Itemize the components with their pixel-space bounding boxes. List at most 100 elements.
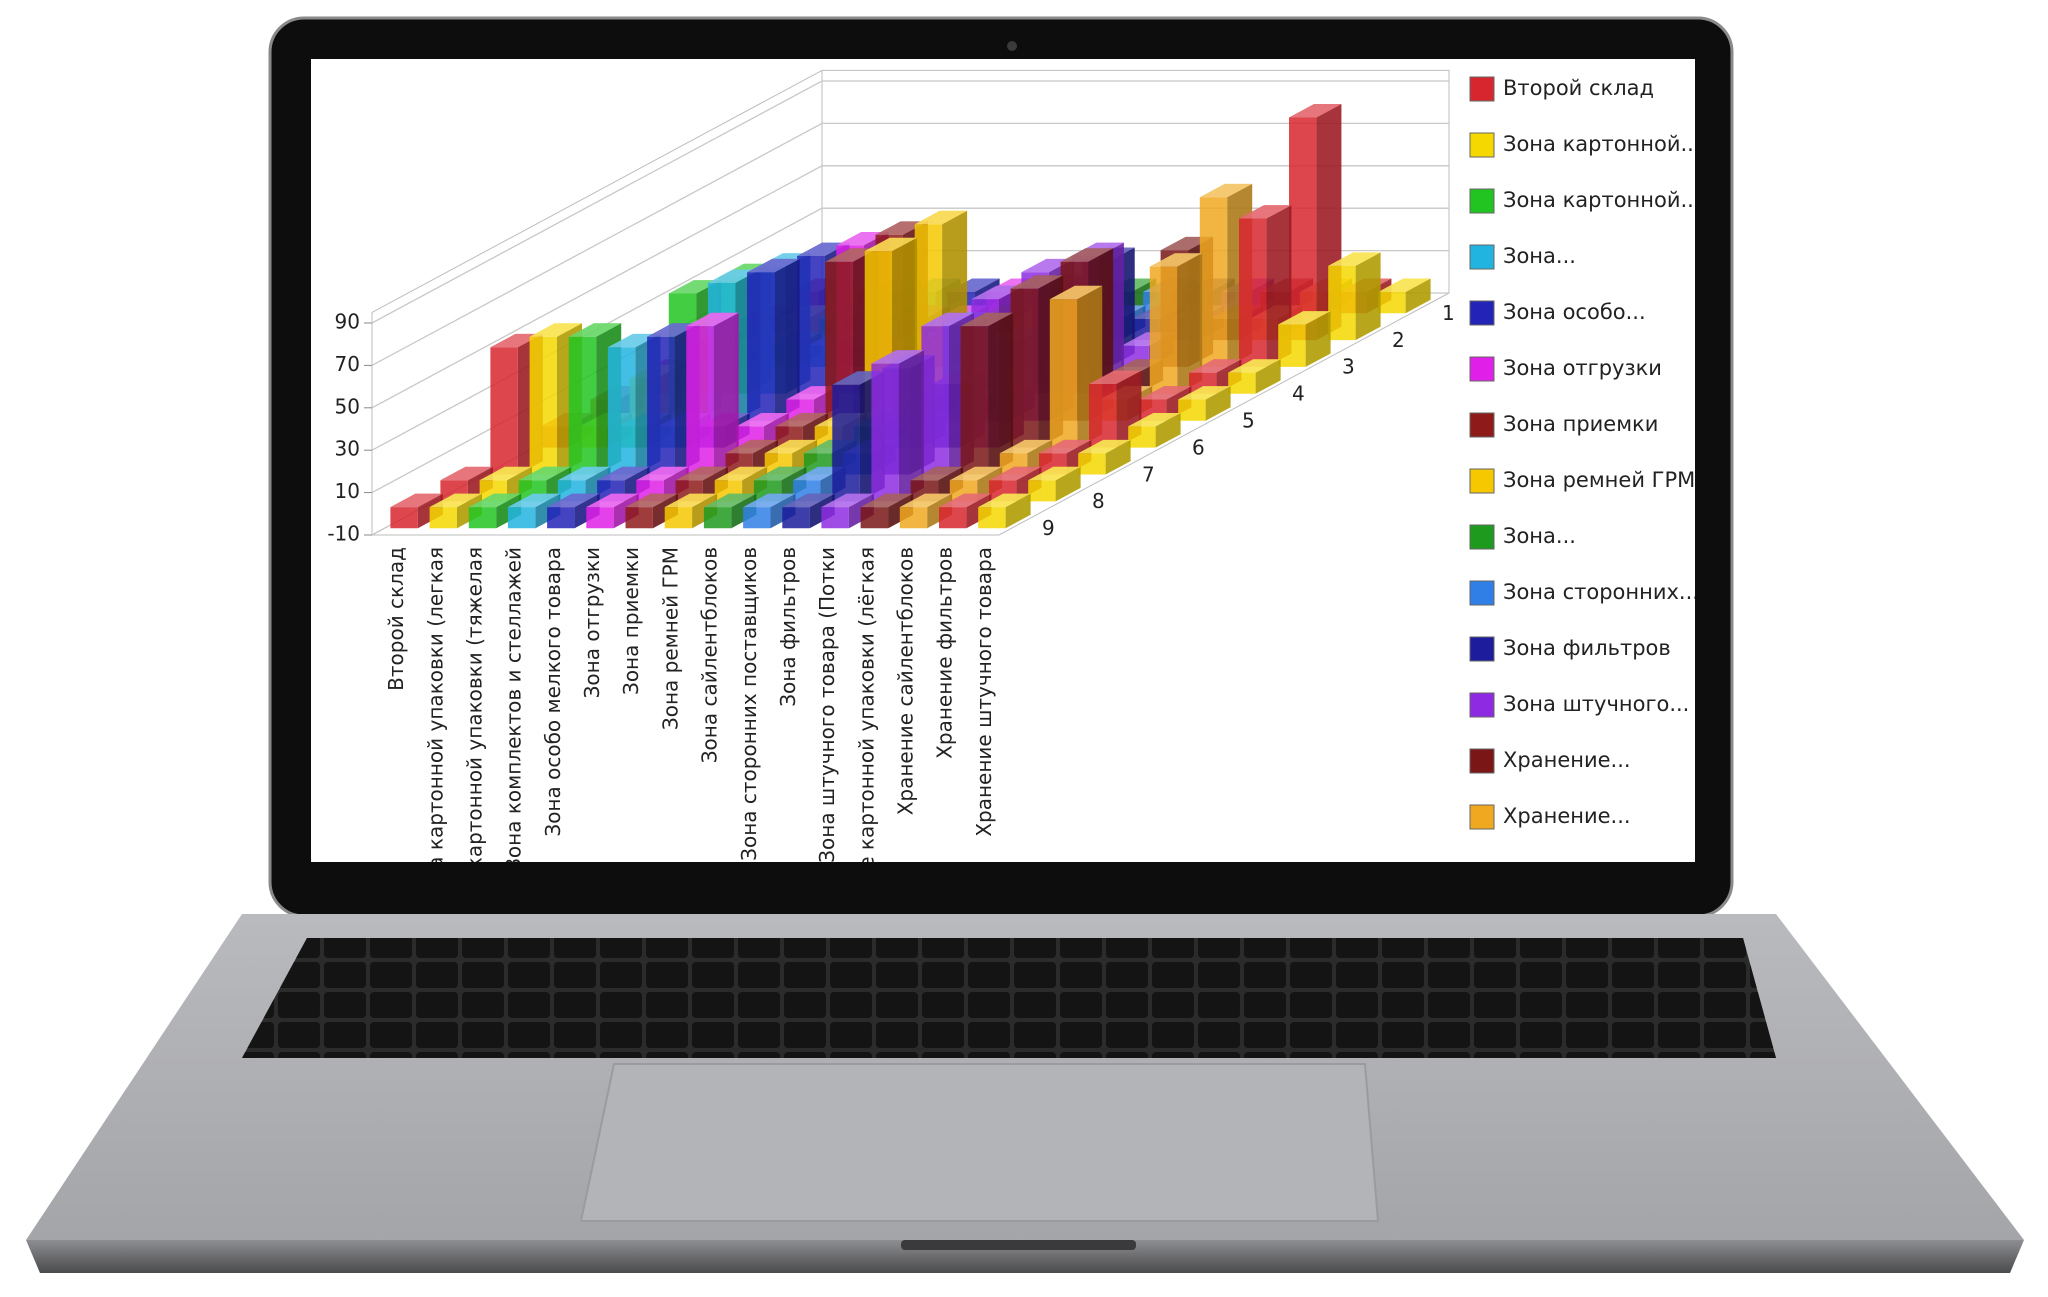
- bar-top-shade: [547, 493, 600, 508]
- bar-front: [899, 507, 928, 529]
- bar-top: [1328, 252, 1381, 266]
- bar-top: [636, 466, 689, 481]
- y-tick-label: 30: [335, 437, 360, 461]
- bar-front: [782, 507, 810, 529]
- x-tick-label: Зона фильтров: [776, 547, 800, 707]
- bar-top-shade: [747, 258, 800, 273]
- bar: [1178, 386, 1231, 421]
- bar-top: [1289, 104, 1342, 118]
- x-tick-label: Зона приемки: [619, 547, 643, 695]
- legend-label: Зона ремней ГРМ: [1503, 468, 1695, 492]
- depth-label: 8: [1092, 489, 1105, 513]
- bar-top-shade: [960, 312, 1014, 327]
- legend-label: Зона штучного...: [1503, 692, 1689, 716]
- bar-top-shade: [1328, 252, 1381, 266]
- bar-top-shade: [782, 493, 835, 508]
- bar-top: [1199, 183, 1253, 198]
- bar-side: [713, 312, 739, 475]
- bar-front: [529, 336, 557, 475]
- bar-top: [821, 493, 874, 508]
- bar-front: [1328, 265, 1356, 341]
- bar: [1028, 466, 1081, 502]
- bar-top-shade: [675, 466, 728, 481]
- legend-label: Зона сторонних...: [1503, 580, 1699, 604]
- depth-label: 4: [1292, 382, 1305, 406]
- x-tick-label: Второй склад: [384, 547, 408, 691]
- bar-top-shade: [764, 439, 818, 454]
- bar-top-shade: [597, 466, 650, 481]
- bar-top-shade: [821, 493, 874, 508]
- bar-top: [1049, 285, 1103, 300]
- x-tick-label: Зона особо мелкого товара: [541, 547, 565, 837]
- bar-top-shade: [529, 323, 582, 337]
- bar-side: [1355, 252, 1381, 341]
- bar-top-shade: [1228, 359, 1281, 373]
- depth-label: 7: [1142, 462, 1155, 486]
- bar-top: [1228, 359, 1281, 373]
- keyboard-keys: [242, 938, 1776, 1058]
- depth-label: 9: [1042, 516, 1055, 540]
- bar-side: [1005, 493, 1031, 529]
- y-tick-label: 50: [335, 394, 360, 418]
- depth-label: 5: [1242, 409, 1255, 433]
- depth-label: 2: [1392, 328, 1405, 352]
- bar-front: [507, 507, 536, 529]
- bar-top-shade: [949, 466, 1003, 481]
- bar-front: [1228, 372, 1256, 394]
- bar-front: [390, 507, 418, 529]
- bar: [547, 493, 600, 529]
- bar-side-shade: [713, 312, 739, 475]
- y-tick-label: 90: [335, 310, 360, 334]
- bar-top-shade: [1278, 311, 1331, 325]
- bar-top-shade: [978, 493, 1031, 508]
- bar-top-shade: [1199, 183, 1253, 198]
- bar-top: [753, 466, 807, 481]
- bar-side: [1205, 386, 1231, 421]
- legend-swatch: [1469, 524, 1495, 550]
- bar-top: [864, 237, 918, 252]
- bar-side: [1305, 311, 1331, 367]
- bar-side: [774, 258, 800, 421]
- chart: -10 10 30 50 70 90 1 2 3 4 5 6 7 8 9 Второй склад на кар…: [327, 69, 1699, 871]
- legend-swatch: [1469, 132, 1495, 158]
- grid-line: [371, 80, 1449, 324]
- bar-top-shade: [871, 350, 924, 364]
- bar-front: [568, 336, 597, 475]
- bar-top: [1039, 439, 1092, 454]
- bar-side-shade: [1305, 311, 1331, 367]
- bar-top-shade: [1078, 439, 1131, 454]
- bar-top-shade: [518, 466, 572, 481]
- bar-top-shade: [1378, 278, 1431, 292]
- bar-front: [429, 507, 457, 529]
- bar-top-shade: [568, 323, 622, 337]
- bar-front: [1149, 266, 1178, 394]
- bar: [960, 312, 1014, 475]
- bar-front: [1239, 218, 1267, 367]
- x-tick-label: Зона сторонних поставщиков: [737, 547, 761, 861]
- bar: [390, 493, 443, 529]
- bar-front: [1289, 117, 1317, 341]
- bar-top: [468, 493, 522, 508]
- x-tick-label: Хранение фильтров: [933, 547, 957, 759]
- bar-side-shade: [1255, 359, 1281, 394]
- bar-side-shade: [1005, 493, 1031, 529]
- bar-front: [1378, 292, 1406, 314]
- bar-side-shade: [1355, 252, 1381, 341]
- bar-top-shade: [390, 493, 443, 508]
- bar-side: [898, 350, 924, 502]
- bar-top-shade: [703, 493, 757, 508]
- y-tick-label: -10: [327, 522, 360, 546]
- bar-top: [714, 466, 768, 481]
- bar-top: [910, 466, 964, 481]
- x-tick-label: Зона комплектов и стеллажей: [502, 547, 526, 871]
- trackpad: [579, 1063, 1380, 1222]
- bar-top: [921, 312, 974, 327]
- bar: [586, 493, 639, 529]
- bar-side: [1255, 359, 1281, 394]
- bar: [686, 312, 739, 475]
- bar-front: [607, 347, 636, 475]
- bar-top-shade: [725, 439, 778, 454]
- bar-top-shade: [664, 493, 718, 508]
- bar-top-shade: [586, 493, 639, 508]
- legend-label: Зона...: [1503, 244, 1576, 268]
